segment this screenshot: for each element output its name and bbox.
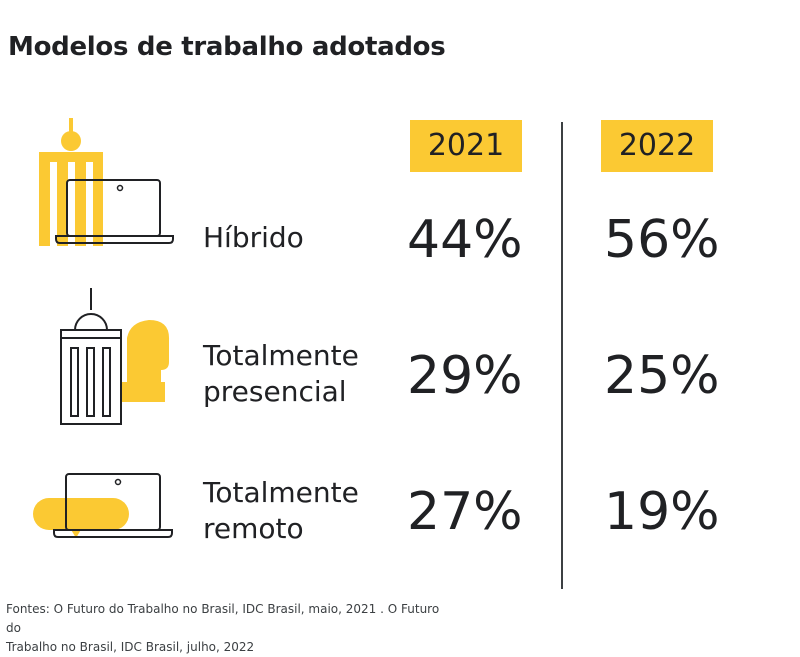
source-note: Fontes: O Futuro do Trabalho no Brasil, … <box>6 600 446 657</box>
value-presencial-2021: 29% <box>407 346 523 406</box>
row-label-line: Totalmente <box>203 476 359 509</box>
value-hibrido-2021: 44% <box>407 210 523 270</box>
row-label-hibrido: Híbrido <box>203 220 304 256</box>
value-presencial-2022: 25% <box>604 346 720 406</box>
laptop-chat-bubble-icon <box>33 473 173 538</box>
column-divider <box>561 122 563 589</box>
row-label-line: Híbrido <box>203 221 304 254</box>
office-building-person-icon <box>60 288 170 425</box>
page-title: Modelos de trabalho adotados <box>8 32 446 62</box>
row-label-line: presencial <box>203 375 347 408</box>
value-remoto-2021: 27% <box>407 482 523 542</box>
source-line: Fontes: O Futuro do Trabalho no Brasil, … <box>6 602 440 635</box>
office-building-laptop-icon <box>39 118 174 246</box>
row-label-line: Totalmente <box>203 339 359 372</box>
year-badge-2022: 2022 <box>601 120 713 172</box>
row-label-totalmente-presencial: Totalmente presencial <box>203 338 359 410</box>
row-label-line: remoto <box>203 512 304 545</box>
row-label-totalmente-remoto: Totalmente remoto <box>203 475 359 547</box>
value-remoto-2022: 19% <box>604 482 720 542</box>
value-hibrido-2022: 56% <box>604 210 720 270</box>
source-line: Trabalho no Brasil, IDC Brasil, julho, 2… <box>6 640 255 654</box>
year-badge-2021: 2021 <box>410 120 522 172</box>
